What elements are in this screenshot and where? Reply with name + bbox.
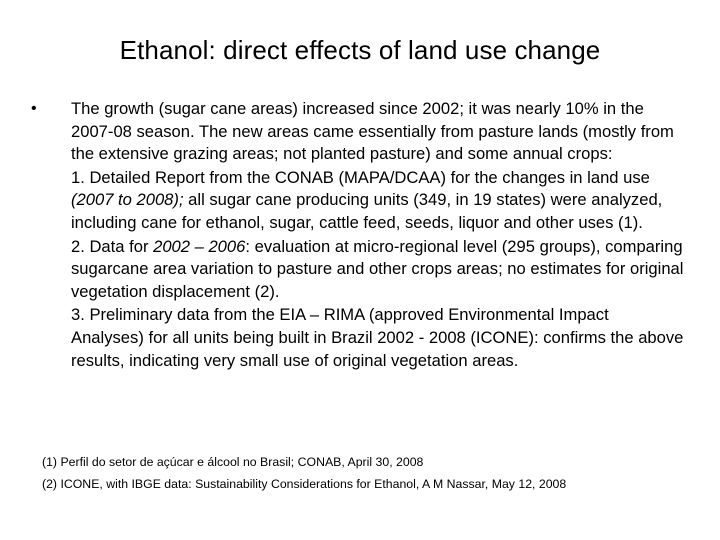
sub-item-3-text: 3. Preliminary data from the EIA – RIMA … xyxy=(71,305,684,370)
sub-item-1-italic: (2007 to 2008); xyxy=(71,190,184,210)
sub-item-2-rest: : evaluation at micro-regional level (29… xyxy=(71,236,684,301)
sub-item-1: 1. Detailed Report from the CONAB (MAPA/… xyxy=(71,167,685,235)
sub-item-1-text: 1. Detailed Report from the CONAB (MAPA/… xyxy=(71,167,650,187)
footnotes: (1) Perfil do setor de açúcar e álcool n… xyxy=(42,451,702,495)
bullet-marker: • xyxy=(31,100,37,117)
sub-item-1-rest: all sugar cane producing units (349, in … xyxy=(71,190,663,232)
sub-item-2-italic: 2002 – 2006 xyxy=(153,236,246,256)
slide-body: • The growth (sugar cane areas) increase… xyxy=(30,98,685,372)
sub-item-2-text: 2. Data for xyxy=(71,236,154,256)
sub-item-3: 3. Preliminary data from the EIA – RIMA … xyxy=(71,304,685,372)
sub-item-2: 2. Data for 2002 – 2006: evaluation at m… xyxy=(71,236,685,304)
bullet-intro: The growth (sugar cane areas) increased … xyxy=(71,99,674,164)
bullet-item: • The growth (sugar cane areas) increase… xyxy=(30,98,685,372)
bullet-content: The growth (sugar cane areas) increased … xyxy=(71,98,685,372)
footnote-1: (1) Perfil do setor de açúcar e álcool n… xyxy=(42,455,424,469)
footnote-2: (2) ICONE, with IBGE data: Sustainabilit… xyxy=(42,477,567,491)
slide-title: Ethanol: direct effects of land use chan… xyxy=(119,35,601,65)
